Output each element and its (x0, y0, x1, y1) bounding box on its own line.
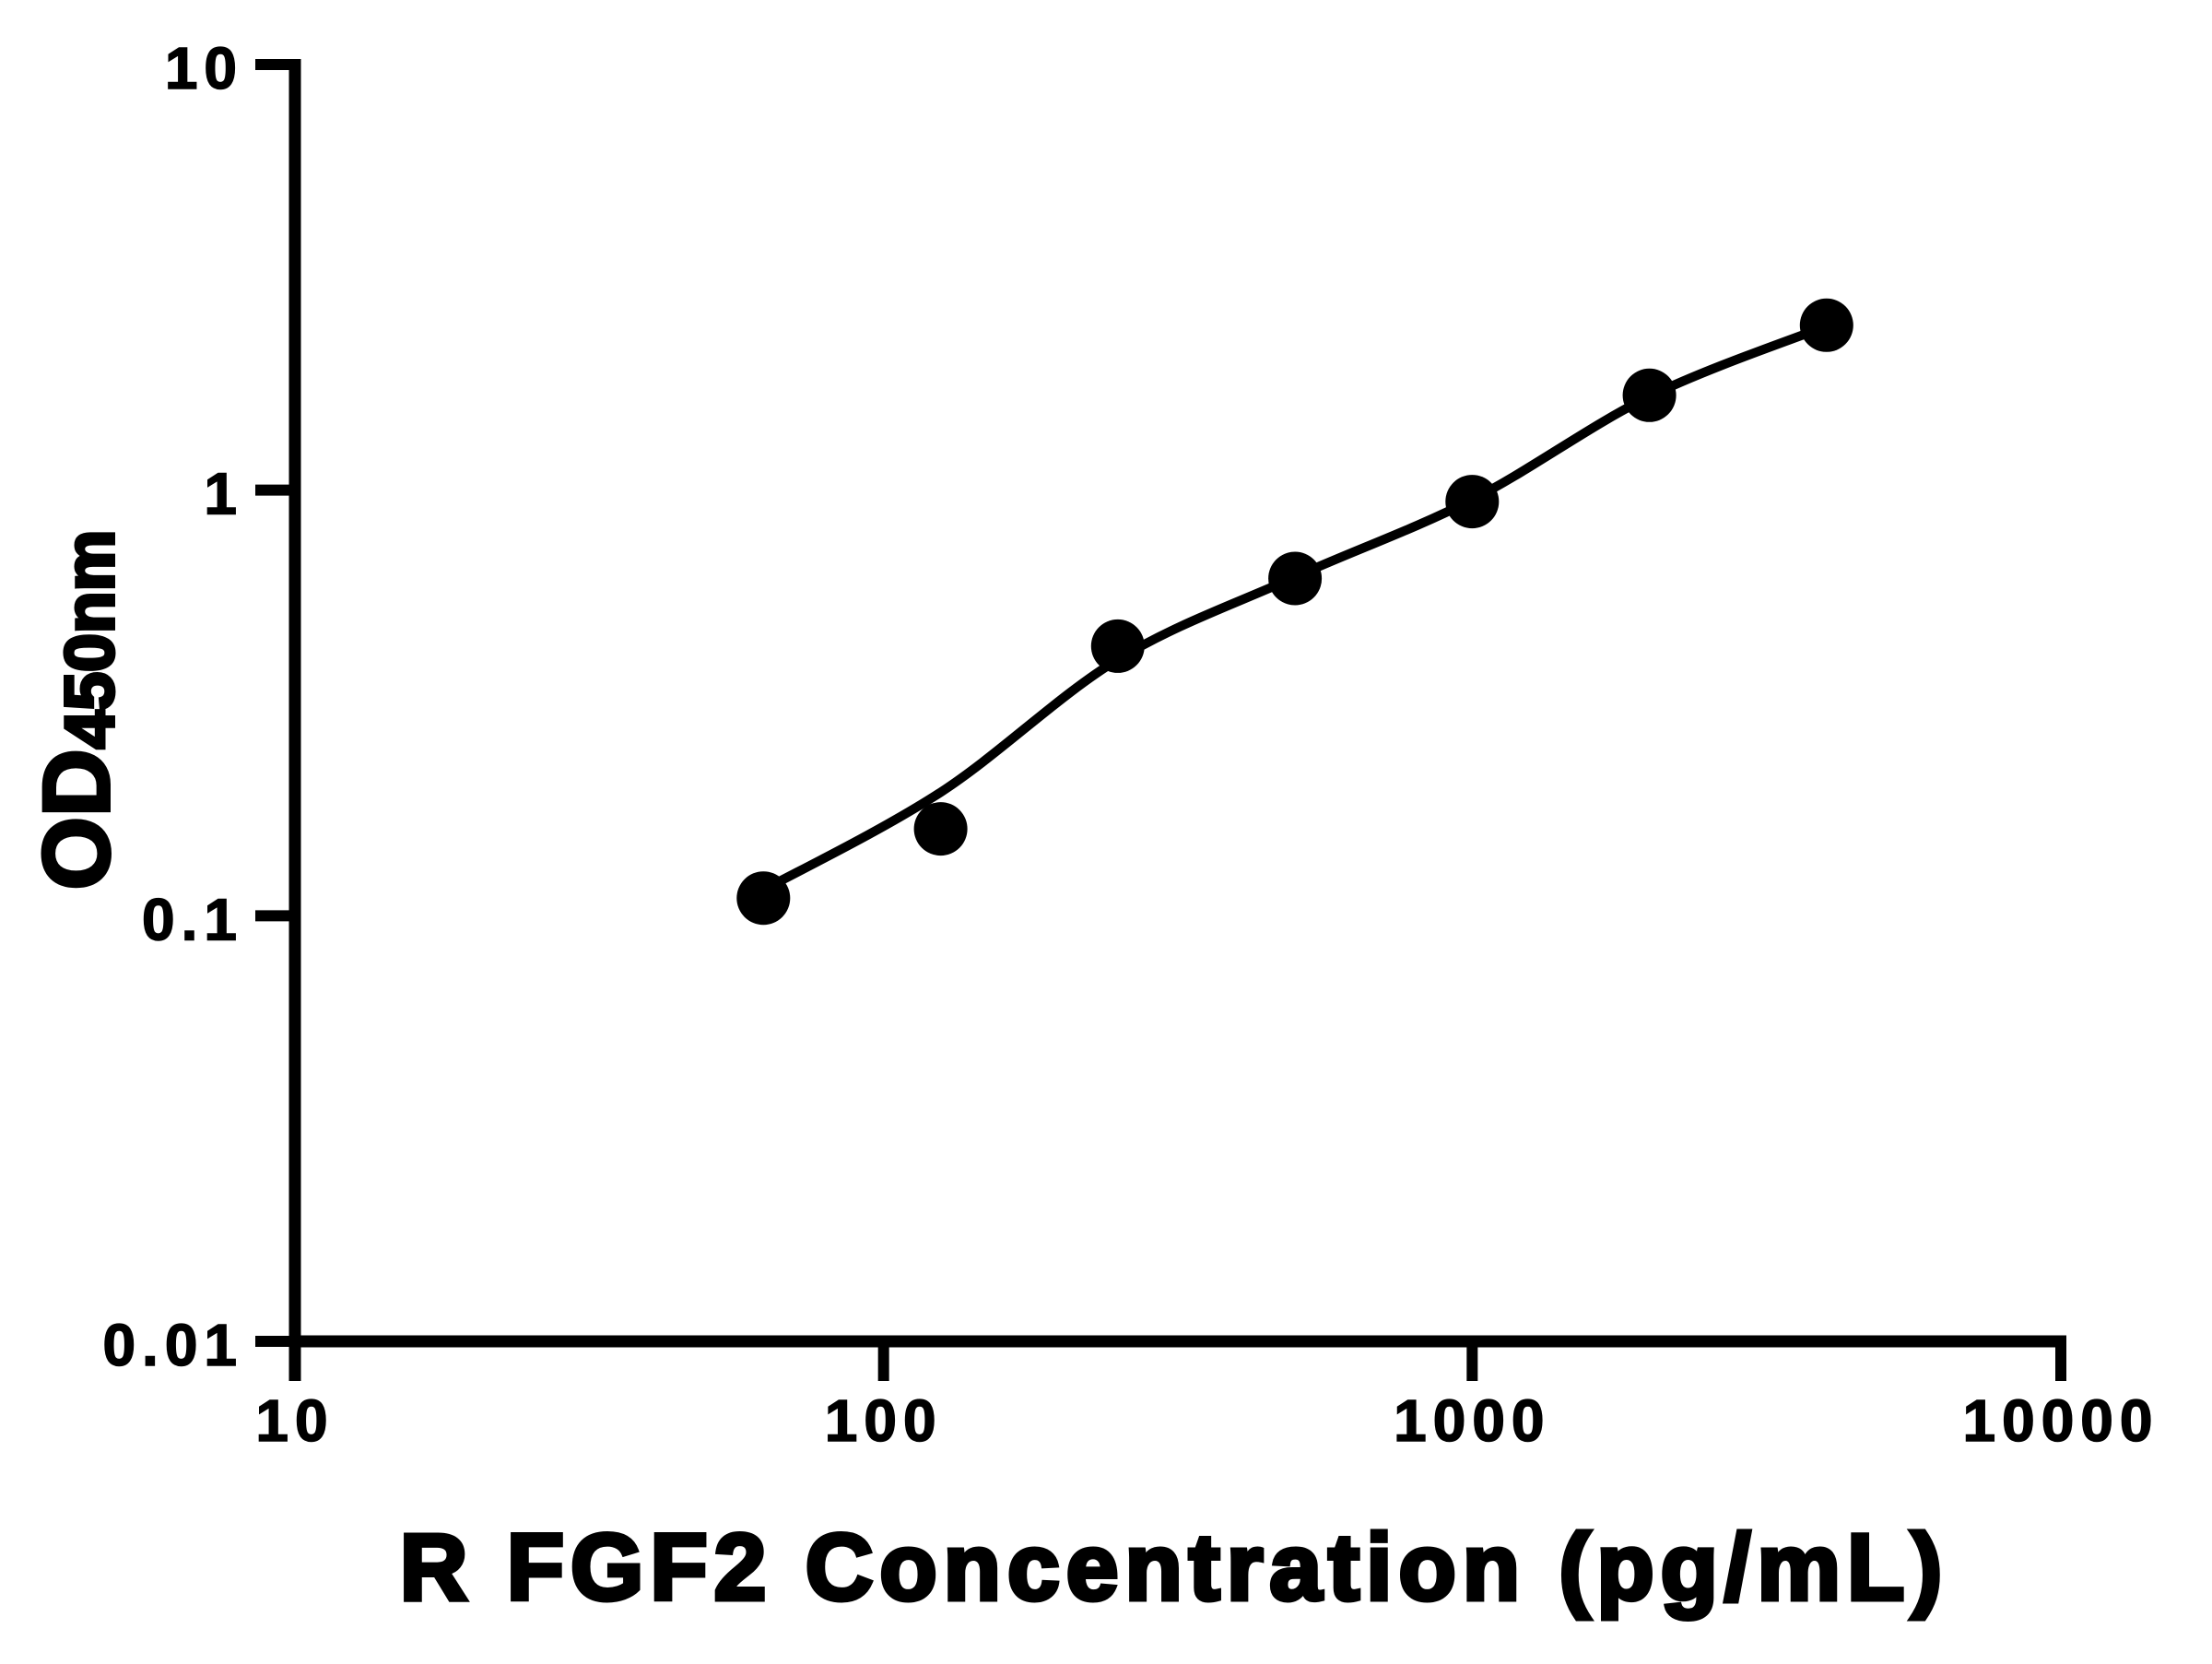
data-point (1799, 298, 1853, 352)
data-point (736, 871, 791, 926)
data-point (1268, 551, 1323, 606)
data-point (1445, 475, 1500, 529)
y-axis-ticks (255, 59, 295, 1347)
data-points (736, 298, 1853, 926)
axes (288, 59, 2066, 1381)
data-point (913, 802, 968, 856)
y-tick-label: 0.01 (102, 1312, 243, 1378)
x-tick-label: 1000 (1394, 1387, 1550, 1454)
y-axis-tick-labels: 10 1 0.1 0.01 (102, 34, 243, 1379)
x-axis-tick-labels: 10 100 1000 10000 (255, 1387, 2159, 1455)
data-point (1622, 368, 1677, 422)
y-tick-label: 10 (165, 35, 243, 101)
x-tick-label: 10000 (1963, 1387, 2159, 1454)
y-axis-title-subscript: 450nm (51, 530, 128, 749)
y-axis-title: OD450nm (24, 530, 129, 891)
x-axis-ticks (289, 1341, 2066, 1381)
x-tick-label: 100 (825, 1387, 943, 1454)
y-tick-label: 1 (204, 461, 243, 527)
y-axis-title-main: OD (24, 749, 129, 890)
x-tick-label: 10 (255, 1387, 334, 1454)
data-point (1090, 619, 1145, 673)
x-axis-title: R FGF2 Concentration (pg/mL) (400, 1515, 1949, 1620)
y-tick-label: 0.1 (142, 886, 243, 952)
